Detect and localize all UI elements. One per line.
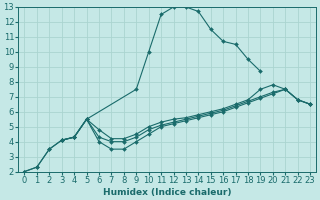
X-axis label: Humidex (Indice chaleur): Humidex (Indice chaleur)	[103, 188, 232, 197]
